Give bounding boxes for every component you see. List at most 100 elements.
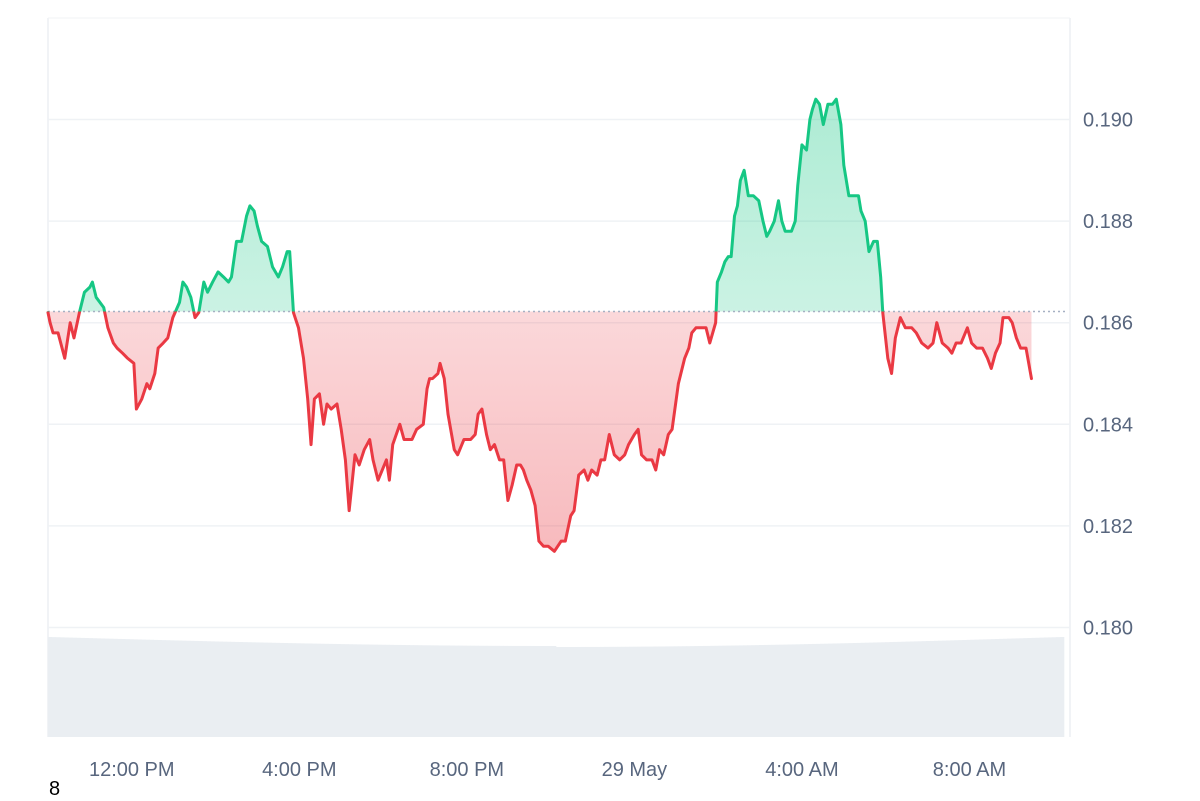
volume-bar <box>909 641 914 737</box>
volume-bar <box>312 643 317 737</box>
volume-bar <box>710 645 715 737</box>
x-tick-label: 12:00 PM <box>89 759 175 781</box>
volume-bar <box>385 644 390 737</box>
volume-bar <box>946 640 951 737</box>
volume-bar <box>580 646 585 737</box>
volume-bar <box>267 642 272 737</box>
volume-bar <box>763 644 768 737</box>
volume-bar <box>958 640 963 737</box>
volume-bar <box>230 641 236 737</box>
volume-bar <box>779 644 784 737</box>
volume-bar <box>165 640 171 737</box>
volume-bar <box>954 640 959 737</box>
volume-bar <box>255 642 260 737</box>
volume-bar <box>409 645 415 737</box>
volume-bar <box>852 642 858 737</box>
volume-bar <box>482 645 488 737</box>
volume-bar <box>1035 637 1040 737</box>
volume-bar <box>531 645 536 737</box>
volume-bars <box>48 637 1065 737</box>
area-below-baseline <box>48 311 1032 552</box>
volume-bar <box>653 646 658 737</box>
volume-bar <box>604 646 610 737</box>
volume-bar <box>1047 637 1053 737</box>
volume-bar <box>795 644 801 737</box>
volume-bar <box>1007 638 1012 737</box>
volume-bar <box>271 642 276 737</box>
volume-bar <box>76 637 81 737</box>
volume-bar <box>348 644 354 737</box>
volume-bar <box>625 646 630 737</box>
volume-bar <box>998 638 1004 737</box>
volume-bar <box>511 645 516 737</box>
volume-bar <box>560 646 565 737</box>
volume-bar <box>592 646 597 737</box>
volume-bar <box>425 645 431 737</box>
y-tick-label: 0.180 <box>1083 618 1133 640</box>
volume-bar <box>629 646 634 737</box>
volume-bar <box>722 645 727 737</box>
volume-bar <box>759 645 764 737</box>
volume-bar <box>222 641 228 737</box>
volume-bar <box>556 646 561 737</box>
volume-bar <box>596 646 602 737</box>
volume-bar <box>490 645 496 737</box>
volume-bar <box>466 645 471 737</box>
volume-bar <box>210 641 215 737</box>
volume-bar <box>173 640 179 737</box>
volume-bar <box>1027 638 1032 737</box>
volume-bar <box>133 639 138 737</box>
volume-bar <box>96 638 102 737</box>
volume-bar <box>324 643 329 737</box>
volume-bar <box>340 644 345 737</box>
volume-bar <box>929 640 935 737</box>
volume-bar <box>568 646 573 737</box>
x-tick-label: 4:00 PM <box>262 759 336 781</box>
plot-frame <box>47 17 1071 737</box>
volume-bar <box>84 638 89 737</box>
volume-bar <box>474 645 480 737</box>
corner-label: 8 <box>49 778 61 800</box>
volume-bar <box>994 639 1000 737</box>
volume-bar <box>304 643 309 737</box>
volume-bar <box>417 645 423 737</box>
x-tick-label: 29 May <box>602 759 668 781</box>
volume-bar <box>377 644 382 737</box>
volume-bar <box>52 637 57 737</box>
volume-bar <box>755 645 760 737</box>
volume-bar <box>791 644 797 737</box>
volume-bar <box>352 644 358 737</box>
volume-bar <box>938 640 943 737</box>
volume-bar <box>149 639 154 737</box>
volume-bar <box>393 644 398 737</box>
volume-bar <box>259 642 264 737</box>
x-tick-label: 8:00 PM <box>430 759 504 781</box>
volume-bar <box>775 644 780 737</box>
volume-bar <box>641 646 646 737</box>
volume-bar <box>141 639 146 737</box>
volume-bar <box>129 639 134 737</box>
volume-bar <box>616 646 622 737</box>
volume-bar <box>356 644 362 737</box>
volume-bar <box>1015 638 1020 737</box>
volume-bar <box>527 645 532 737</box>
volume-bar <box>718 645 723 737</box>
volume-bar <box>161 640 167 737</box>
volume-bar <box>612 646 618 737</box>
x-axis: 12:00 PM 4:00 PM 8:00 PM 29 May 4:00 AM 8:00 … <box>89 759 1006 781</box>
volume-bar <box>897 641 902 737</box>
volume-bar <box>360 644 366 737</box>
volume-bar <box>844 643 849 737</box>
volume-bar <box>299 643 305 737</box>
volume-bar <box>738 645 744 737</box>
volume-bar <box>633 646 638 737</box>
volume-bar <box>547 645 553 737</box>
volume-bar <box>1023 638 1028 737</box>
volume-bar <box>364 644 370 737</box>
volume-bar <box>893 641 898 737</box>
volume-bar <box>698 646 703 737</box>
volume-bar <box>539 645 545 737</box>
volume-bar <box>507 645 512 737</box>
volume-bar <box>1019 638 1024 737</box>
volume-bar <box>799 644 805 737</box>
